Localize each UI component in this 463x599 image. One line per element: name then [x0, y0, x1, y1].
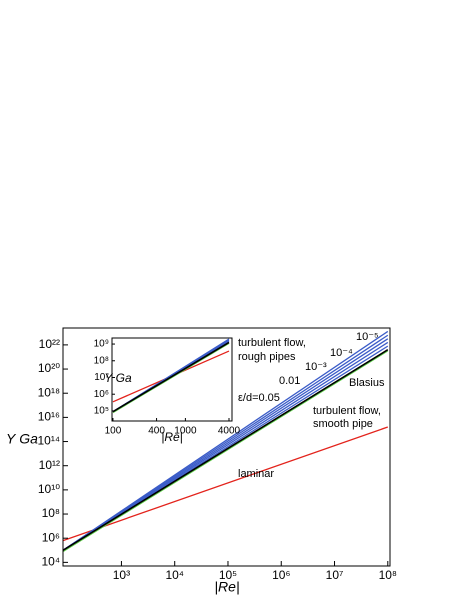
x-tick-label: 4000 — [218, 426, 241, 437]
annotation: laminar — [238, 468, 274, 480]
series-line — [62, 426, 389, 542]
annotation: 10⁻⁵ — [356, 331, 379, 343]
x-tick-label: 1000 — [174, 426, 197, 437]
annotation: Blasius — [349, 377, 385, 389]
y-axis-label: Υ Ga — [104, 371, 132, 385]
y-tick-label: 10²⁰ — [38, 361, 60, 375]
x-axis-label: |Re| — [214, 579, 239, 595]
y-tick-label: 10⁵ — [94, 406, 109, 417]
x-axis-label: |Re| — [161, 430, 183, 444]
annotation: rough pipes — [238, 351, 296, 363]
x-tick-label: 10³ — [113, 568, 130, 582]
series-line — [112, 341, 230, 413]
y-tick-label: 10⁹ — [94, 339, 109, 350]
y-tick-label: 10⁷ — [94, 372, 109, 383]
y-tick-label: 10¹⁴ — [38, 434, 61, 448]
x-tick-label: 100 — [105, 426, 122, 437]
y-tick-label: 10⁸ — [94, 355, 109, 366]
x-tick-label: 400 — [148, 426, 165, 437]
y-tick-label: 10⁴ — [41, 555, 60, 569]
series-line — [62, 349, 389, 551]
x-tick-label: 10⁴ — [165, 568, 184, 582]
annotation: smooth pipe — [313, 418, 373, 430]
y-tick-label: 10⁶ — [94, 389, 109, 400]
y-tick-label: 10¹⁶ — [38, 410, 60, 424]
x-tick-label: 10⁷ — [326, 568, 344, 582]
y-axis-label: Υ Ga — [6, 431, 38, 447]
annotation: turbulent flow, — [313, 405, 381, 417]
annotation: 0.01 — [279, 375, 300, 387]
y-tick-label: 10⁶ — [42, 530, 60, 544]
x-tick-label: 10⁶ — [272, 568, 290, 582]
y-tick-label: 10¹² — [39, 458, 60, 472]
annotation: 10⁻⁴ — [330, 347, 353, 359]
y-tick-label: 10¹⁸ — [38, 385, 60, 399]
annotation: 10⁻³ — [305, 361, 327, 373]
plot-frame — [111, 337, 233, 422]
y-tick-label: 10⁸ — [42, 506, 60, 520]
series-line — [62, 350, 389, 553]
plot-frame — [62, 327, 391, 567]
y-tick-label: 10¹⁰ — [38, 482, 60, 496]
annotation: ε/d=0.05 — [238, 392, 280, 404]
x-tick-label: 10⁵ — [219, 568, 237, 582]
y-tick-label: 10²² — [39, 337, 60, 351]
annotation: turbulent flow, — [238, 337, 306, 349]
x-tick-label: 10⁸ — [379, 568, 397, 582]
